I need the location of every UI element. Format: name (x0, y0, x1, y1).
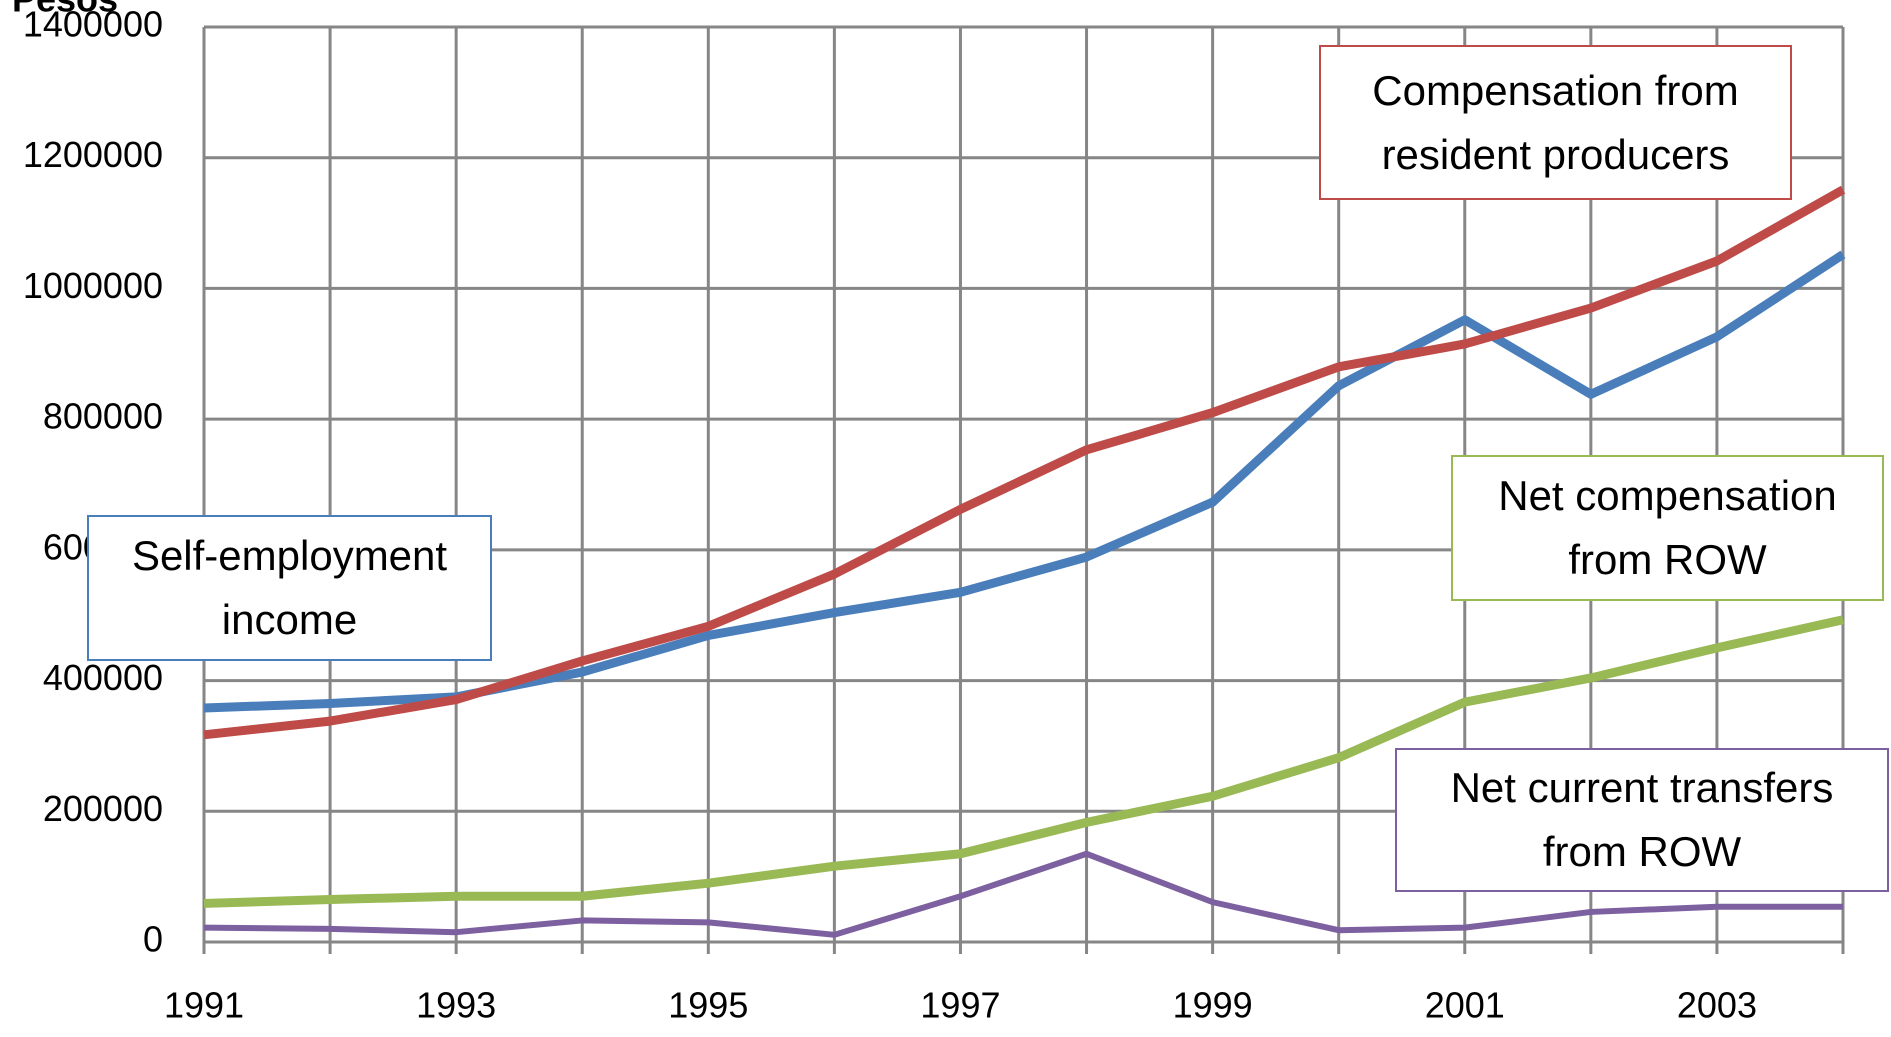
series-line (203, 850, 1843, 938)
series-line (203, 185, 1846, 740)
series-label: Net compensation from ROW (1451, 455, 1884, 601)
x-tick-label: 2003 (1677, 985, 1757, 1026)
x-tick-label: 2001 (1425, 985, 1505, 1026)
y-axis-label: Pesos (12, 0, 118, 20)
y-tick-label: 1000000 (23, 265, 163, 306)
y-tick-label: 200000 (43, 788, 163, 829)
y-tick-label: 1200000 (23, 134, 163, 175)
series-label: Self-employment income (87, 515, 492, 661)
x-tick-label: 1991 (164, 985, 244, 1026)
y-tick-label: 400000 (43, 657, 163, 698)
y-tick-label: 800000 (43, 396, 163, 437)
x-tick-label: 1999 (1173, 985, 1253, 1026)
series-label: Net current transfers from ROW (1395, 748, 1889, 892)
y-tick-label: 0 (143, 919, 163, 960)
series-label: Compensation from resident producers (1319, 45, 1792, 200)
x-tick-label: 1993 (416, 985, 496, 1026)
x-tick-label: 1995 (668, 985, 748, 1026)
series-line (203, 615, 1844, 908)
y-tick-label: 1400000 (23, 4, 163, 45)
x-tick-label: 1997 (920, 985, 1000, 1026)
